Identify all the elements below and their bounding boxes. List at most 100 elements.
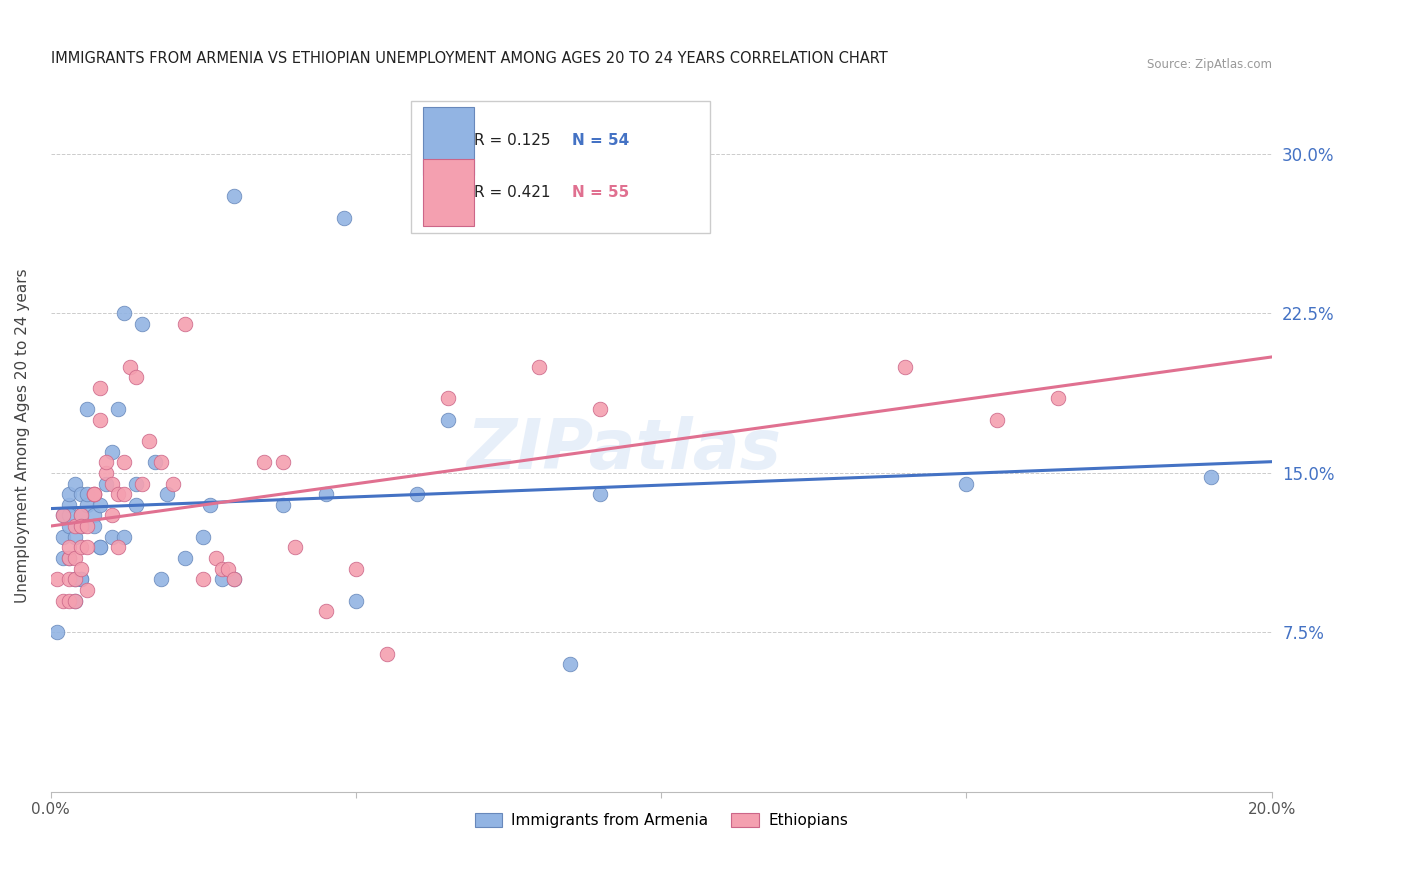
- Point: [70, 519, 93, 533]
- Point: [83, 487, 105, 501]
- Point: [406, 487, 429, 501]
- Point: [112, 530, 135, 544]
- Point: [149, 455, 172, 469]
- Point: [101, 444, 124, 458]
- Point: [333, 211, 356, 225]
- Text: ZIPatlas: ZIPatlas: [467, 417, 782, 483]
- Point: [70, 561, 93, 575]
- Point: [193, 572, 215, 586]
- Point: [344, 561, 367, 575]
- Point: [58, 508, 80, 523]
- Point: [315, 604, 337, 618]
- Point: [315, 487, 337, 501]
- Point: [52, 508, 75, 523]
- Point: [83, 508, 105, 523]
- Point: [58, 572, 80, 586]
- FancyBboxPatch shape: [423, 159, 474, 227]
- Point: [45, 572, 67, 586]
- Point: [58, 541, 80, 555]
- Point: [76, 498, 98, 512]
- Point: [70, 508, 93, 523]
- Point: [284, 541, 307, 555]
- Point: [94, 455, 117, 469]
- Text: R = 0.125: R = 0.125: [474, 133, 551, 148]
- Point: [58, 551, 80, 566]
- Point: [193, 530, 215, 544]
- Point: [955, 476, 977, 491]
- Point: [52, 530, 75, 544]
- Point: [112, 306, 135, 320]
- Point: [89, 541, 111, 555]
- FancyBboxPatch shape: [411, 101, 710, 233]
- Point: [112, 455, 135, 469]
- Point: [204, 551, 226, 566]
- Point: [52, 551, 75, 566]
- Point: [143, 455, 166, 469]
- Point: [149, 572, 172, 586]
- Point: [107, 487, 129, 501]
- Point: [83, 487, 105, 501]
- Text: IMMIGRANTS FROM ARMENIA VS ETHIOPIAN UNEMPLOYMENT AMONG AGES 20 TO 24 YEARS CORR: IMMIGRANTS FROM ARMENIA VS ETHIOPIAN UNE…: [51, 51, 887, 66]
- Point: [94, 466, 117, 480]
- Point: [589, 487, 612, 501]
- Point: [589, 402, 612, 417]
- Point: [101, 476, 124, 491]
- Point: [89, 541, 111, 555]
- Text: R = 0.421: R = 0.421: [474, 185, 551, 200]
- Y-axis label: Unemployment Among Ages 20 to 24 years: Unemployment Among Ages 20 to 24 years: [15, 268, 30, 603]
- Point: [1199, 470, 1222, 484]
- Point: [222, 572, 245, 586]
- Point: [52, 508, 75, 523]
- Point: [125, 498, 148, 512]
- Point: [76, 402, 98, 417]
- Point: [156, 487, 179, 501]
- Point: [65, 530, 87, 544]
- Point: [107, 541, 129, 555]
- Point: [65, 593, 87, 607]
- Point: [76, 582, 98, 597]
- Point: [174, 551, 197, 566]
- Point: [211, 572, 233, 586]
- Point: [58, 551, 80, 566]
- Point: [125, 476, 148, 491]
- Point: [65, 572, 87, 586]
- Point: [894, 359, 917, 374]
- Point: [1047, 392, 1070, 406]
- Point: [58, 593, 80, 607]
- Point: [70, 572, 93, 586]
- Point: [58, 519, 80, 533]
- Point: [131, 317, 153, 331]
- Point: [107, 402, 129, 417]
- Point: [70, 508, 93, 523]
- Point: [527, 359, 550, 374]
- Point: [436, 413, 458, 427]
- Point: [83, 519, 105, 533]
- Point: [70, 519, 93, 533]
- Point: [344, 593, 367, 607]
- Text: Source: ZipAtlas.com: Source: ZipAtlas.com: [1147, 58, 1271, 70]
- Point: [65, 551, 87, 566]
- Point: [89, 498, 111, 512]
- Point: [76, 541, 98, 555]
- Point: [217, 561, 239, 575]
- Point: [101, 530, 124, 544]
- Legend: Immigrants from Armenia, Ethiopians: Immigrants from Armenia, Ethiopians: [468, 806, 853, 834]
- Point: [112, 487, 135, 501]
- Text: N = 54: N = 54: [572, 133, 630, 148]
- Point: [253, 455, 276, 469]
- Point: [70, 487, 93, 501]
- Point: [375, 647, 398, 661]
- Point: [986, 413, 1008, 427]
- Point: [70, 541, 93, 555]
- Point: [70, 572, 93, 586]
- Point: [436, 392, 458, 406]
- Point: [45, 625, 67, 640]
- Point: [83, 487, 105, 501]
- Point: [131, 476, 153, 491]
- Point: [58, 498, 80, 512]
- Point: [211, 561, 233, 575]
- Point: [58, 487, 80, 501]
- Point: [65, 572, 87, 586]
- Point: [52, 593, 75, 607]
- Point: [65, 476, 87, 491]
